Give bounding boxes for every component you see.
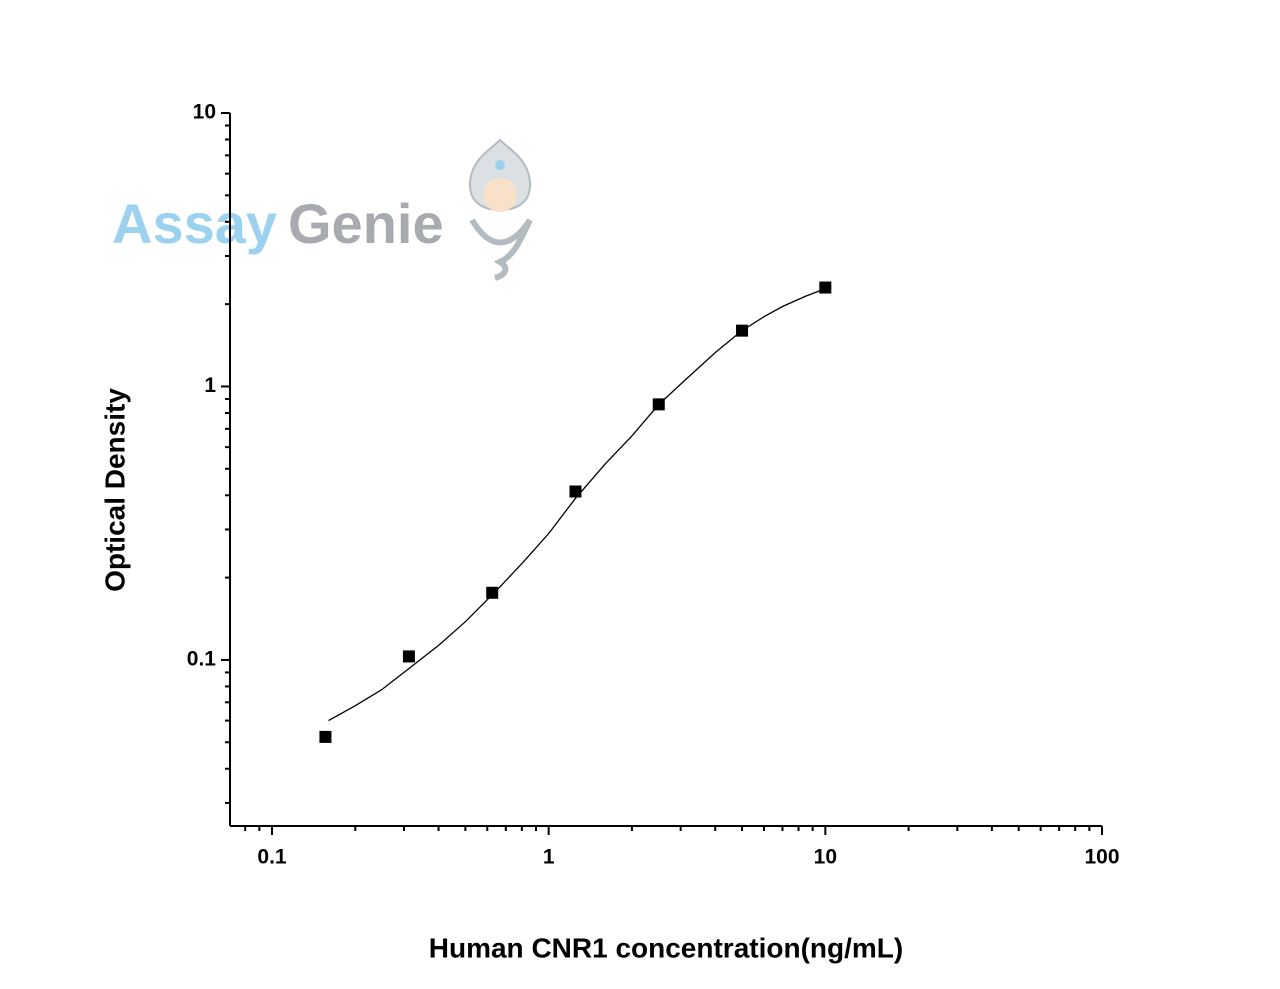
data-point xyxy=(736,324,749,337)
data-point xyxy=(652,398,665,411)
y-tick-label: 10 xyxy=(193,101,216,124)
x-tick-label: 0.1 xyxy=(257,846,287,869)
watermark-text: Assay xyxy=(112,192,277,255)
data-point xyxy=(569,485,582,498)
data-point xyxy=(402,650,415,663)
data-point xyxy=(319,730,332,743)
data-point xyxy=(486,586,499,599)
x-tick-label: 1 xyxy=(543,846,555,869)
x-tick-label: 10 xyxy=(814,846,837,869)
y-tick-label: 1 xyxy=(204,374,216,397)
y-axis-title: Optical Density xyxy=(99,388,130,592)
watermark: Assay Genie xyxy=(112,138,533,281)
y-tick-label: 0.1 xyxy=(187,647,217,670)
x-tick-label: 100 xyxy=(1084,846,1119,869)
x-axis-title: Human CNR1 concentration(ng/mL) xyxy=(429,932,903,963)
fit-curve xyxy=(328,287,826,722)
data-point xyxy=(819,281,832,294)
watermark-text: Genie xyxy=(288,192,444,255)
logo-gem xyxy=(495,160,505,170)
logo-face xyxy=(483,178,517,212)
logo-body xyxy=(469,218,533,281)
